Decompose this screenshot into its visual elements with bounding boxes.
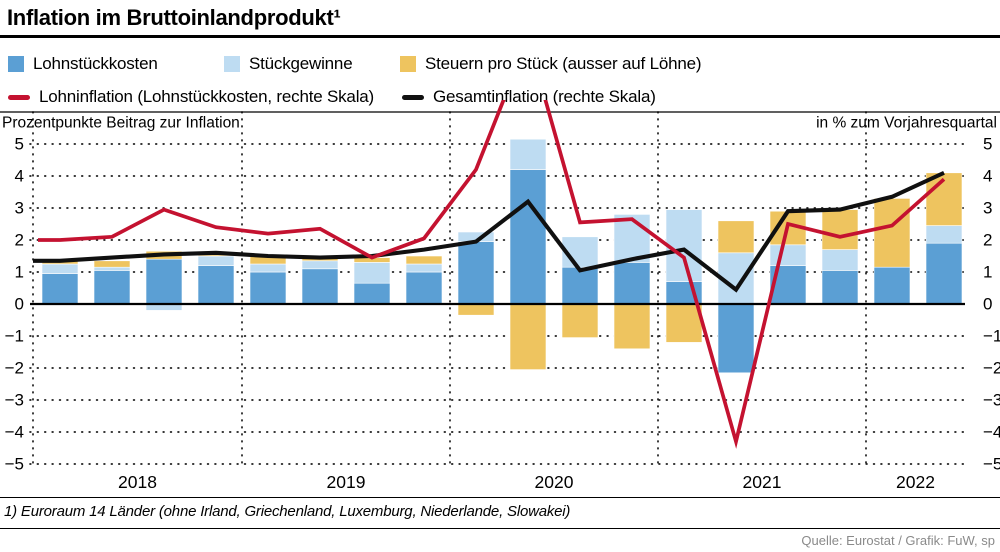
right-axis-tick-label: 5 — [983, 135, 992, 154]
bar-segment — [665, 209, 703, 282]
x-axis-year-label: 2022 — [896, 472, 935, 492]
bar-segment — [197, 265, 235, 305]
right-axis-tick-label: 1 — [983, 263, 992, 282]
right-axis-tick-label: −2 — [983, 359, 1000, 378]
bar-segment — [301, 268, 339, 305]
legend-label: Lohnstückkosten — [33, 54, 158, 73]
legend-item-lohnstueckkosten: Lohnstückkosten — [8, 54, 158, 74]
left-axis-tick-label: −1 — [5, 327, 24, 346]
left-axis-tick-label: 4 — [15, 167, 24, 186]
bar-segment — [249, 271, 287, 305]
x-axis-year-label: 2018 — [118, 472, 157, 492]
legend-swatch-lohnstueckkosten — [8, 56, 24, 72]
bar-segment — [665, 303, 703, 343]
x-axis-year-label: 2021 — [743, 472, 782, 492]
source-credit: Quelle: Eurostat / Grafik: FuW, sp — [801, 533, 995, 548]
bar-segment — [717, 303, 755, 374]
legend-item-steuern: Steuern pro Stück (ausser auf Löhne) — [400, 54, 701, 74]
left-axis-tick-label: 0 — [15, 295, 24, 314]
legend-line-swatch-gesamtinflation — [402, 94, 424, 100]
bar-segment — [873, 266, 911, 305]
footnote-rule-top — [0, 497, 1000, 498]
right-axis-tick-label: −5 — [983, 455, 1000, 474]
bar-segment — [717, 220, 755, 254]
left-axis-tick-label: 3 — [15, 199, 24, 218]
bar-segment — [405, 271, 443, 305]
right-axis-tick-label: 0 — [983, 295, 992, 314]
bar-segment — [41, 273, 79, 305]
bar-segment — [613, 262, 651, 305]
bar-segment — [821, 209, 859, 250]
legend-label: Gesamtinflation (rechte Skala) — [433, 87, 656, 106]
left-axis-tick-label: −2 — [5, 359, 24, 378]
bar-segment — [457, 303, 495, 316]
right-axis-title: in % zum Vorjahresquartal — [816, 115, 997, 132]
bar-segment — [353, 282, 391, 305]
legend-label: Steuern pro Stück (ausser auf Löhne) — [425, 54, 702, 73]
legend-swatch-stueckgewinne — [224, 56, 240, 72]
right-axis-tick-label: 3 — [983, 199, 992, 218]
bar-segment — [613, 214, 651, 263]
right-axis-tick-label: −4 — [983, 423, 1000, 442]
legend-line-swatch-lohninflation — [8, 94, 30, 100]
chart-area: 5 5 4 4 3 3 2 2 1 1 0 0 −1 −1 −2 −2 −3 −3 −4 −4 −5 −5 Prozentp… — [0, 100, 1000, 500]
right-axis-tick-label: 4 — [983, 167, 992, 186]
legend-item-lohninflation: Lohninflation (Lohnstückkosten, rechte S… — [8, 87, 374, 107]
left-axis-tick-label: 5 — [15, 135, 24, 154]
bar-segment — [509, 169, 547, 305]
footnote-text: 1) Euroraum 14 Länder (ohne Irland, Grie… — [4, 503, 571, 520]
left-axis-tick-label: −4 — [5, 423, 24, 442]
right-axis-tick-label: 2 — [983, 231, 992, 250]
bar-segment — [353, 262, 391, 284]
chart-title: Inflation im Bruttoinlandprodukt¹ — [7, 5, 341, 30]
bar-segment — [509, 138, 547, 170]
bar-segment — [145, 258, 183, 305]
footnote-rule-bottom — [0, 528, 1000, 529]
left-axis-tick-label: 1 — [15, 263, 24, 282]
x-axis-year-label: 2019 — [327, 472, 366, 492]
x-axis-year-label: 2020 — [535, 472, 574, 492]
bar-segment — [457, 241, 495, 305]
title-rule — [0, 35, 1000, 38]
legend-swatch-steuern — [400, 56, 416, 72]
left-axis-title: Prozentpunkte Beitrag zur Inflation — [2, 115, 240, 132]
bar-segment — [613, 303, 651, 350]
bar-segment — [821, 270, 859, 305]
bar-segment — [405, 263, 443, 273]
bar-segment — [769, 244, 807, 266]
bar-segment — [509, 303, 547, 370]
chart-plot: 5 5 4 4 3 3 2 2 1 1 0 0 −1 −1 −2 −2 −3 −3 −4 −4 −5 −5 Prozentp… — [0, 100, 1000, 492]
right-axis-tick-label: −3 — [983, 391, 1000, 410]
legend-label: Stückgewinne — [249, 54, 353, 73]
bar-segment — [925, 225, 963, 244]
legend-item-gesamtinflation: Gesamtinflation (rechte Skala) — [402, 87, 656, 107]
bar-segment — [925, 242, 963, 305]
bar-segment — [249, 263, 287, 273]
left-axis-tick-label: −5 — [5, 455, 24, 474]
bar-segment — [93, 266, 131, 271]
bar-segment — [561, 303, 599, 338]
right-axis-tick-label: −1 — [983, 327, 1000, 346]
bar-segment — [197, 255, 235, 266]
bar-segment — [561, 266, 599, 305]
bar-segment — [301, 260, 339, 270]
bar-segment — [873, 198, 911, 268]
bar-segment — [93, 260, 131, 268]
left-axis-tick-label: 2 — [15, 231, 24, 250]
legend-item-stueckgewinne: Stückgewinne — [224, 54, 353, 74]
bar-segment — [93, 270, 131, 305]
line-lohninflation — [38, 100, 946, 449]
line-gesamtinflation — [33, 170, 945, 293]
bar-segment — [405, 255, 443, 265]
left-axis-tick-label: −3 — [5, 391, 24, 410]
legend-label: Lohninflation (Lohnstückkosten, rechte S… — [39, 87, 374, 106]
bar-segment — [41, 263, 79, 274]
bar-segment — [821, 249, 859, 271]
